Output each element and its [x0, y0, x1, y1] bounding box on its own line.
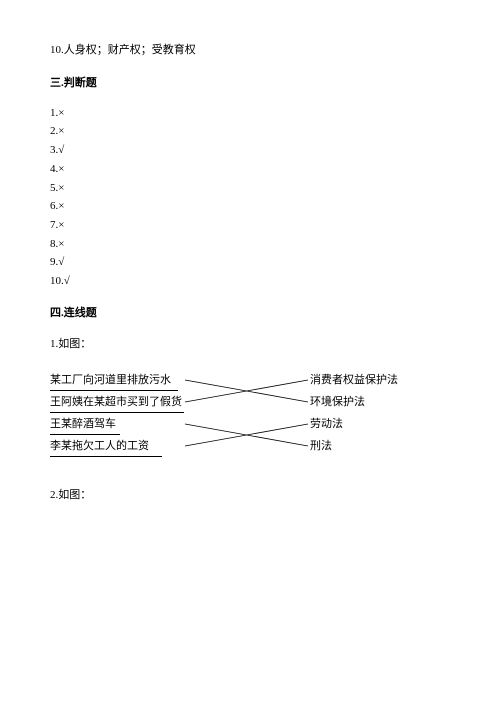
match-right-item: 消费者权益保护法: [310, 370, 398, 390]
match-1-intro: 1.如图：: [50, 334, 450, 355]
section-4-title: 四.连线题: [50, 303, 450, 324]
judge-item: 1.×: [50, 104, 450, 123]
match-left-item: 某工厂向河道里排放污水: [50, 370, 178, 390]
match-2-intro: 2.如图：: [50, 485, 450, 506]
match-right-item: 刑法: [310, 436, 332, 456]
judge-item: 6.×: [50, 197, 450, 216]
match-left-item: 李某拖欠工人的工资: [50, 436, 162, 456]
judge-item: 5.×: [50, 179, 450, 198]
judge-item: 3.√: [50, 141, 450, 160]
match-1-diagram: 某工厂向河道里排放污水王阿姨在某超市买到了假货王某醉酒驾车李某拖欠工人的工资 消费…: [50, 362, 450, 457]
judge-item: 4.×: [50, 160, 450, 179]
match-right-item: 环境保护法: [310, 392, 365, 412]
question-10: 10.人身权；财产权；受教育权: [50, 40, 450, 61]
match-left-item: 王阿姨在某超市买到了假货: [50, 392, 184, 412]
match-left-item: 王某醉酒驾车: [50, 414, 120, 434]
match-right-item: 劳动法: [310, 414, 343, 434]
judge-list: 1.× 2.× 3.√ 4.× 5.× 6.× 7.× 8.× 9.√ 10.√: [50, 104, 450, 291]
judge-item: 8.×: [50, 235, 450, 254]
section-3-title: 三.判断题: [50, 73, 450, 94]
judge-item: 10.√: [50, 272, 450, 291]
judge-item: 9.√: [50, 253, 450, 272]
judge-item: 2.×: [50, 122, 450, 141]
judge-item: 7.×: [50, 216, 450, 235]
